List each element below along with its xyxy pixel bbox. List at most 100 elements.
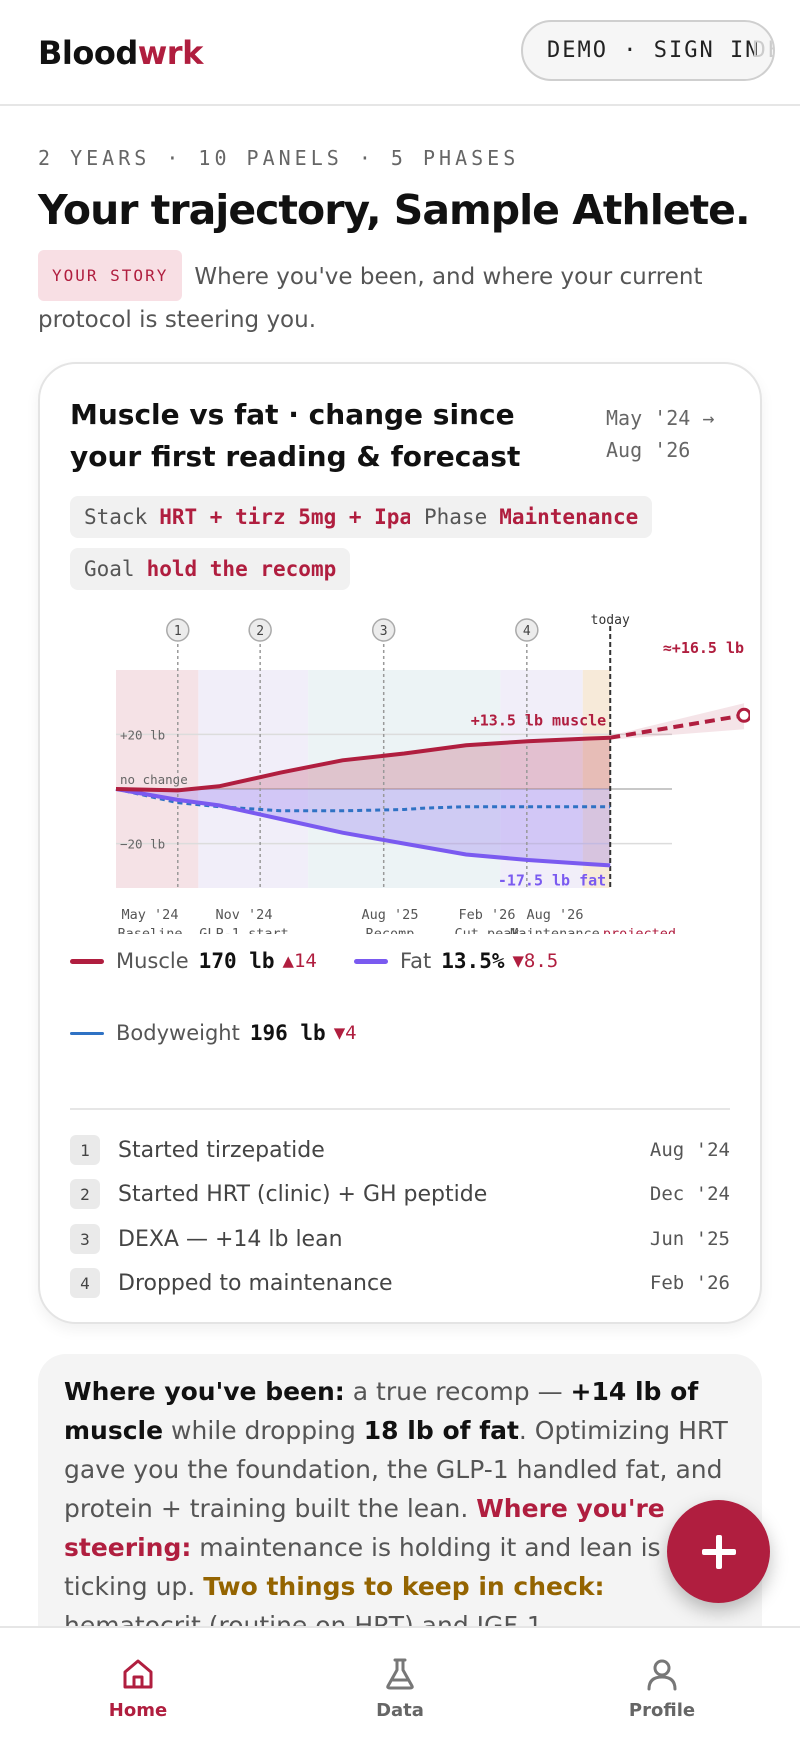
legend-fat: Fat 13.5% ▼8.5: [354, 949, 558, 973]
phase-band: [500, 670, 583, 888]
goal-value: hold the recomp: [146, 557, 337, 581]
home-icon: [123, 1659, 153, 1689]
add-button[interactable]: [667, 1500, 770, 1603]
projected-label: projected: [603, 926, 676, 934]
trajectory-card: Muscle vs fat · change since your first …: [38, 362, 762, 1324]
brand-logo[interactable]: Bloodwrk: [38, 34, 203, 72]
summary-text: maintenance is holding it and lean is st…: [64, 1533, 713, 1601]
date-range-start: May '24 →: [606, 406, 715, 430]
forecast-value-label: ≈+16.5 lb: [663, 639, 744, 657]
event-row: 2 Started HRT (clinic) + GH peptide Dec …: [70, 1174, 730, 1214]
event-label: Started tirzepatide: [118, 1137, 325, 1163]
bottom-nav: Home Data Profile: [0, 1626, 800, 1760]
bodyweight-line: [115, 787, 611, 813]
nav-data[interactable]: Data: [320, 1656, 480, 1721]
summary-steering-heading: Where you're steering:: [64, 1494, 665, 1562]
y-tick-label: −20 lb: [120, 837, 165, 852]
stack-value: HRT + tirz 5mg + Ipa: [159, 505, 413, 529]
y-tick-label: no change: [120, 772, 188, 787]
event-marker-number: 4: [523, 624, 531, 639]
legend-fat-value: 13.5%: [441, 949, 505, 973]
muscle-area: [116, 737, 611, 791]
x-tick-phase: GLP-1 start: [199, 926, 288, 934]
event-number: 4: [70, 1268, 100, 1298]
event-marker-number: 2: [256, 624, 264, 639]
page-title: Your trajectory, Sample Athlete.: [38, 186, 751, 234]
brand-name-part2: wrk: [137, 34, 204, 72]
demo-sign-in-button[interactable]: DEMO · SIGN IN DE: [521, 20, 775, 81]
muscle-fat-chart: +20 lb no change −20 lb 1 2 3 4 today +13.5 lb m…: [115, 614, 750, 934]
summary-text: a true recomp —: [344, 1377, 571, 1406]
nav-profile[interactable]: Profile: [582, 1656, 742, 1721]
nav-home[interactable]: Home: [58, 1656, 218, 1721]
goal-label: Goal: [84, 557, 135, 581]
brand-name-part1: Blood: [38, 34, 138, 72]
divider: [70, 1108, 730, 1110]
fat-change-label: -17.5 lb fat: [498, 871, 606, 889]
phase-band: [116, 670, 199, 888]
event-marker-number: 1: [174, 624, 182, 639]
app-header: Bloodwrk DEMO · SIGN IN DE: [0, 0, 800, 106]
event-number: 3: [70, 1224, 100, 1254]
goal-chip: Goal hold the recomp: [70, 548, 351, 590]
summary-fat-loss: 18 lb of fat: [363, 1416, 519, 1445]
legend-bodyweight-value: 196 lb: [249, 1021, 326, 1045]
x-tick-phase: Maintenance: [510, 926, 599, 934]
x-tick-date: May '24: [122, 907, 179, 923]
intro-description: Where you've been, and where your curren…: [38, 264, 703, 333]
summary-text: while dropping: [163, 1416, 364, 1445]
card-title: Muscle vs fat · change since your first …: [70, 398, 521, 473]
summary-check-heading: Two things to keep in check:: [203, 1572, 605, 1601]
x-tick-date: Nov '24: [216, 907, 273, 923]
story-tag: YOUR STORY: [38, 250, 183, 301]
legend-fat-swatch: [354, 958, 388, 964]
legend-bodyweight: Bodyweight 196 lb ▼4: [70, 1021, 357, 1045]
event-marker-number: 3: [380, 624, 388, 639]
event-row: 4 Dropped to maintenance Feb '26: [70, 1263, 730, 1303]
legend-bodyweight-name: Bodyweight: [116, 1021, 240, 1045]
muscle-change-label: +13.5 lb muscle: [471, 712, 606, 730]
summary-been-heading: Where you've been:: [64, 1377, 345, 1406]
legend-muscle-swatch: [70, 958, 104, 964]
muscle-line: [115, 735, 611, 793]
event-label: DEXA — +14 lb lean: [118, 1226, 343, 1252]
summary-muscle-gain: +14 lb of muscle: [64, 1377, 699, 1445]
phase-value: Maintenance: [499, 505, 639, 529]
legend-muscle-delta: ▲14: [282, 950, 317, 972]
event-label: Dropped to maintenance: [118, 1270, 393, 1296]
event-number: 2: [70, 1179, 100, 1209]
flask-icon: [386, 1658, 414, 1690]
plus-icon: [701, 1534, 736, 1569]
event-date: Dec '24: [649, 1183, 730, 1205]
event-row: 1 Started tirzepatide Aug '24: [70, 1130, 730, 1170]
stack-chip: Stack HRT + tirz 5mg + Ipa: [70, 496, 427, 538]
event-row: 3 DEXA — +14 lb lean Jun '25: [70, 1219, 730, 1259]
phase-chip: Phase Maintenance: [410, 496, 653, 538]
x-tick-phase: Baseline: [117, 926, 182, 934]
phase-band: [582, 670, 611, 888]
x-tick-phase: Cut peak: [454, 926, 519, 934]
phase-band: [308, 670, 501, 888]
event-label: Started HRT (clinic) + GH peptide: [118, 1181, 488, 1207]
x-tick-date: Feb '26: [459, 907, 516, 923]
legend-muscle-value: 170 lb: [198, 949, 275, 973]
today-label: today: [591, 614, 630, 628]
user-icon: [647, 1659, 677, 1691]
date-range: May '24 → Aug '26: [606, 402, 746, 466]
legend-bodyweight-swatch: [70, 1031, 104, 1035]
stack-label: Stack: [84, 505, 148, 529]
nav-data-label: Data: [376, 1700, 424, 1721]
event-marker-badge: [166, 618, 190, 642]
legend-fat-name: Fat: [400, 949, 432, 973]
event-date: Aug '24: [649, 1139, 730, 1161]
fat-line: [115, 787, 611, 868]
event-date: Feb '26: [649, 1272, 730, 1294]
sign-in-overflow-text: DE: [752, 38, 773, 63]
phase-label: Phase: [424, 505, 488, 529]
event-marker-badge: [371, 618, 396, 642]
x-tick-date: Aug '25: [362, 907, 419, 923]
event-marker-badge: [515, 618, 539, 642]
legend-fat-delta: ▼8.5: [512, 950, 559, 972]
sign-in-label: DEMO · SIGN IN: [547, 38, 761, 63]
x-tick-phase: Recomp: [366, 926, 415, 934]
